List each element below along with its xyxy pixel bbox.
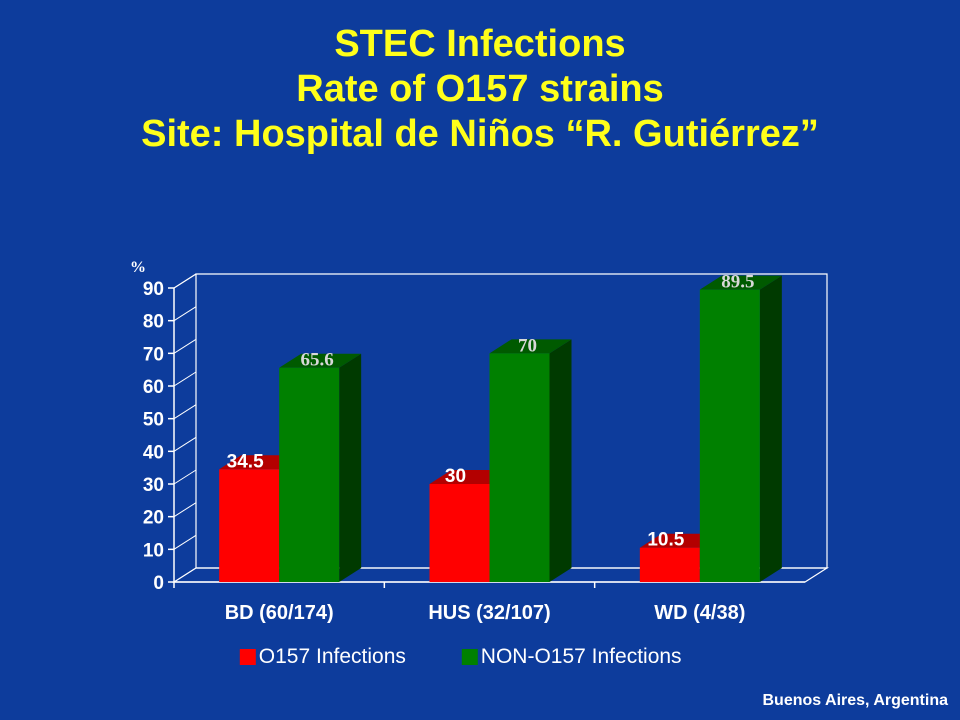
y-tick-depth [173,534,197,550]
y-tick-depth [173,469,197,485]
bar-data-label: 65.6 [301,350,334,371]
x-category-label: BD (60/174) [225,602,334,624]
bar [639,547,700,582]
y-tick-label: 0 [153,573,164,594]
y-tick-label: 70 [143,344,164,365]
bar-data-label: 10.5 [647,530,684,551]
bar [699,289,760,582]
y-tick-label: 80 [143,312,164,333]
bar-side-face [339,353,362,582]
legend-label: NON-O157 Infections [481,645,682,668]
bar-data-label: 30 [445,466,466,487]
y-tick-label: 60 [143,377,164,398]
y-tick-depth [173,338,197,354]
y-tick-depth [173,404,197,420]
bar-data-label: 34.5 [227,451,264,472]
y-tick-depth [173,371,197,387]
legend-label: O157 Infections [259,645,406,668]
bar-top-face [489,339,572,354]
y-tick-label: 50 [143,410,164,431]
slide-site: Site: Hospital de Niños “R. Gutiérrez” [141,113,819,155]
footer-location: Buenos Aires, Argentina [762,692,948,709]
legend-swatch [461,649,478,665]
y-tick-label: 20 [143,508,164,529]
y-tick-depth [173,502,197,518]
bar-top-face [699,275,782,290]
x-category-label: HUS (32/107) [428,602,550,624]
y-tick-depth [173,436,197,452]
slide-title-block: STEC Infections Rate of O157 strains Sit… [0,22,960,157]
bar-data-label: 89.5 [721,272,754,293]
y-tick-label: 30 [143,475,164,496]
y-axis-label: % [130,259,146,276]
bar [219,469,280,582]
legend-swatch [239,649,256,665]
bar [489,353,550,582]
bar-side-face [759,275,782,582]
y-tick-depth [173,306,197,322]
x-category-label: WD (4/38) [654,602,745,624]
y-tick-depth [173,273,197,289]
y-tick-label: 10 [143,540,164,561]
y-tick-label: 90 [143,279,164,300]
slide-title: STEC Infections [334,23,626,65]
slide-subtitle: Rate of O157 strains [296,68,664,110]
y-tick-depth [173,567,197,583]
bar-top-face [279,353,362,368]
bar-data-label: 70 [518,335,537,356]
bar [279,367,340,582]
y-tick-label: 40 [143,442,164,463]
bar-side-face [549,339,572,582]
bar [429,484,490,582]
